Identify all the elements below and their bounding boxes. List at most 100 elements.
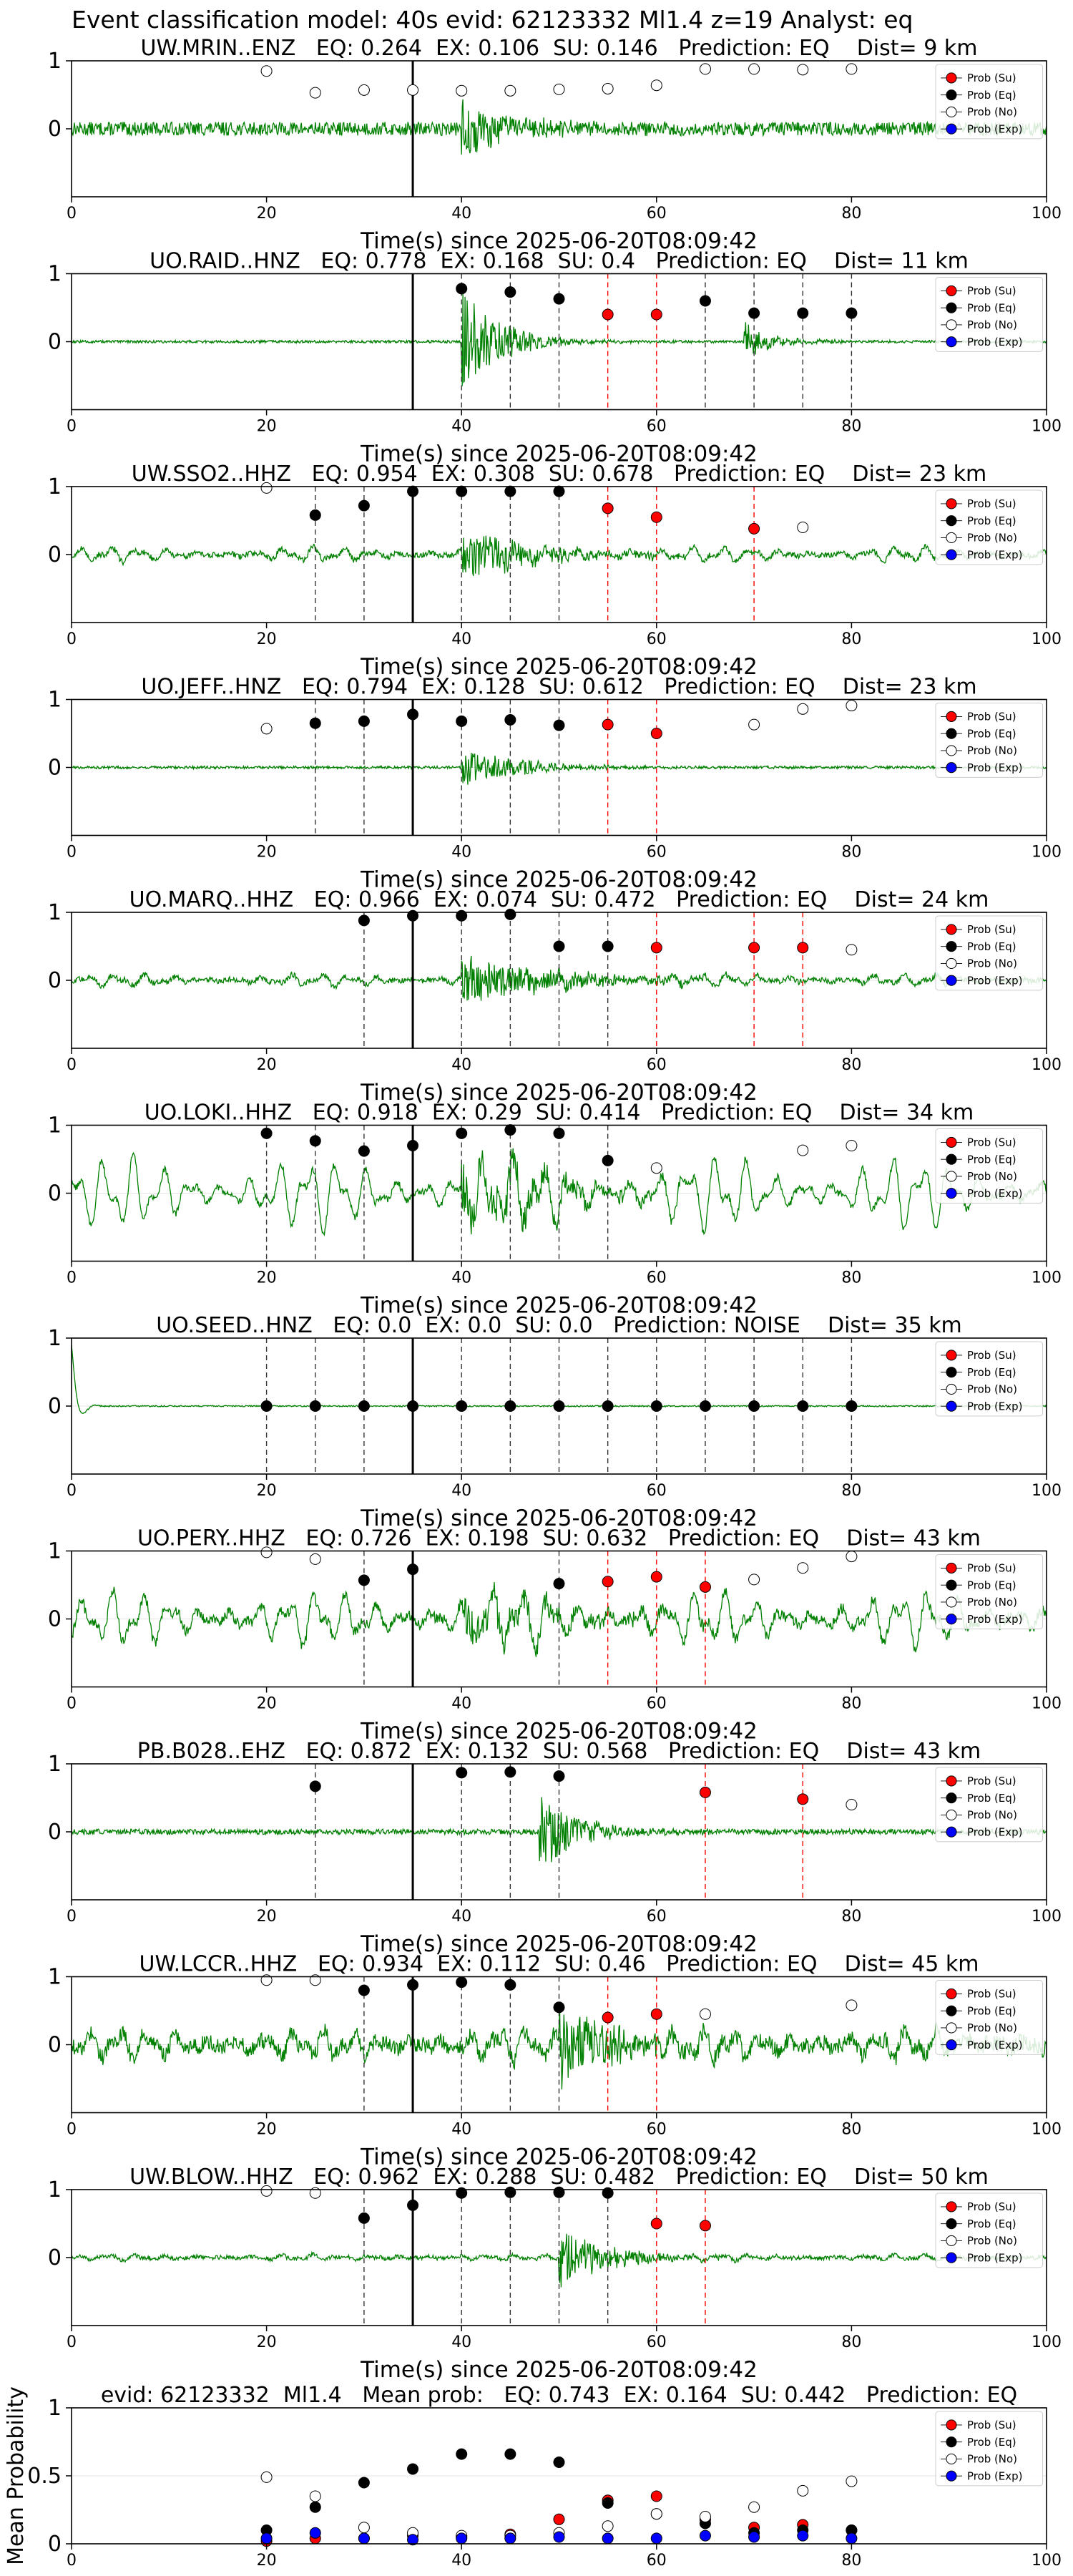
legend-label: Prob (Eq)	[967, 1366, 1016, 1379]
x-tick-label: 60	[647, 2121, 667, 2139]
legend-label: Prob (Su)	[967, 923, 1016, 936]
chart-panel: UO.JEFF..HNZ EQ: 0.794 EX: 0.128 SU: 0.6…	[48, 675, 1062, 893]
x-tick-label: 20	[257, 1269, 277, 1287]
point-prob-eq	[456, 909, 468, 922]
point-prob-no	[309, 1553, 321, 1565]
point-prob-eq	[650, 1400, 662, 1412]
x-tick-label: 60	[647, 418, 667, 436]
x-tick-label: 80	[841, 1056, 861, 1074]
point-prob-su	[650, 1571, 662, 1583]
point-prob-eq	[504, 2448, 516, 2460]
point-prob-no	[748, 63, 760, 75]
legend-label: Prob (Exp)	[967, 1825, 1022, 1838]
point-prob-eq	[797, 1400, 809, 1412]
chart-panel: PB.B028..EHZ EQ: 0.872 EX: 0.132 SU: 0.5…	[48, 1739, 1062, 1957]
legend-box	[935, 2192, 1044, 2268]
legend-marker	[946, 1826, 957, 1838]
legend-label: Prob (Su)	[967, 711, 1016, 723]
point-prob-no	[260, 1546, 273, 1558]
x-tick-label: 0	[67, 1482, 77, 1500]
legend-box	[935, 1767, 1044, 1843]
legend-label: Prob (Exp)	[967, 2039, 1022, 2051]
legend-label: Prob (No)	[967, 1170, 1017, 1183]
legend-marker	[946, 1792, 957, 1804]
point-prob-su	[650, 728, 662, 739]
legend-marker	[946, 1562, 957, 1574]
point-prob-exp	[260, 2532, 273, 2545]
x-axis-label: Time(s) since 2025-06-20T08:09:42	[360, 654, 758, 680]
point-prob-no	[504, 84, 516, 97]
legend-label: Prob (Eq)	[967, 1579, 1016, 1591]
point-prob-su	[748, 522, 760, 535]
legend-label: Prob (Exp)	[967, 336, 1022, 348]
y-tick-label: 1	[48, 1113, 62, 1138]
point-prob-no	[260, 723, 273, 735]
point-prob-no	[797, 2484, 809, 2497]
legend-box	[935, 1128, 1044, 1204]
point-prob-no	[260, 482, 273, 494]
x-tick-label: 40	[451, 1269, 471, 1287]
point-prob-su	[797, 1793, 809, 1805]
legend-label: Prob (No)	[967, 2021, 1017, 2034]
point-prob-su	[797, 942, 809, 954]
panel-title: UO.SEED..HNZ EQ: 0.0 EX: 0.0 SU: 0.0 Pre…	[156, 1313, 962, 1338]
point-prob-eq	[553, 1578, 565, 1590]
point-prob-no	[748, 718, 760, 731]
point-prob-eq	[699, 295, 711, 307]
point-prob-eq	[553, 2457, 565, 2468]
point-prob-eq	[260, 1400, 273, 1412]
legend-box	[935, 489, 1044, 565]
chart-panel: UO.LOKI..HHZ EQ: 0.918 EX: 0.29 SU: 0.41…	[48, 1101, 1062, 1319]
x-tick-label: 60	[647, 205, 667, 223]
point-prob-su	[699, 1581, 711, 1593]
point-prob-no	[650, 2508, 662, 2520]
point-prob-su	[650, 308, 662, 321]
legend-marker	[946, 924, 957, 935]
point-prob-exp	[602, 2532, 614, 2545]
x-tick-label: 40	[451, 844, 471, 862]
point-prob-eq	[553, 719, 565, 731]
legend-label: Prob (No)	[967, 532, 1017, 545]
point-prob-no	[309, 1974, 321, 1986]
x-tick-label: 100	[1032, 1482, 1062, 1500]
legend-marker	[946, 2419, 957, 2431]
x-tick-label: 20	[257, 1056, 277, 1074]
point-prob-eq	[553, 940, 565, 952]
x-axis-label: Time(s) since 2025-06-20T08:09:42	[360, 1080, 758, 1106]
point-prob-exp	[504, 2532, 516, 2545]
point-prob-no	[797, 1562, 809, 1574]
x-tick-label: 0	[67, 205, 77, 223]
legend-label: Prob (Su)	[967, 2200, 1016, 2213]
point-prob-su	[602, 308, 614, 321]
x-axis-label: Time(s) since 2025-06-20T08:09:42	[360, 228, 758, 254]
point-prob-eq	[456, 715, 468, 727]
panel-title: UO.RAID..HNZ EQ: 0.778 EX: 0.168 SU: 0.4…	[150, 249, 969, 274]
legend-marker	[946, 1171, 957, 1182]
chart-panel: UO.MARQ..HHZ EQ: 0.966 EX: 0.074 SU: 0.4…	[48, 887, 1062, 1106]
y-tick-label: 0	[48, 117, 62, 142]
legend-marker	[946, 1367, 957, 1378]
x-tick-label: 80	[841, 844, 861, 862]
point-prob-eq	[260, 1127, 273, 1139]
x-tick-label: 40	[451, 1482, 471, 1500]
point-prob-su	[699, 2220, 711, 2232]
x-tick-label: 60	[647, 1269, 667, 1287]
point-prob-no	[650, 1162, 662, 1174]
x-tick-label: 0	[67, 1695, 77, 1713]
point-prob-no	[699, 2008, 711, 2020]
legend-label: Prob (Exp)	[967, 122, 1022, 135]
point-prob-eq	[602, 2497, 614, 2509]
point-prob-eq	[504, 908, 516, 920]
x-tick-label: 20	[257, 1908, 277, 1926]
point-prob-eq	[846, 307, 858, 319]
point-prob-eq	[456, 2187, 468, 2199]
point-prob-no	[260, 1974, 273, 1986]
x-tick-label: 40	[451, 205, 471, 223]
point-prob-no	[846, 700, 858, 712]
point-prob-no	[309, 2490, 321, 2502]
x-tick-label: 100	[1032, 1695, 1062, 1713]
y-tick-label: 0	[48, 1394, 62, 1419]
x-tick-label: 80	[841, 1269, 861, 1287]
legend-marker	[946, 1400, 957, 1412]
legend-label: Prob (Su)	[967, 72, 1016, 84]
